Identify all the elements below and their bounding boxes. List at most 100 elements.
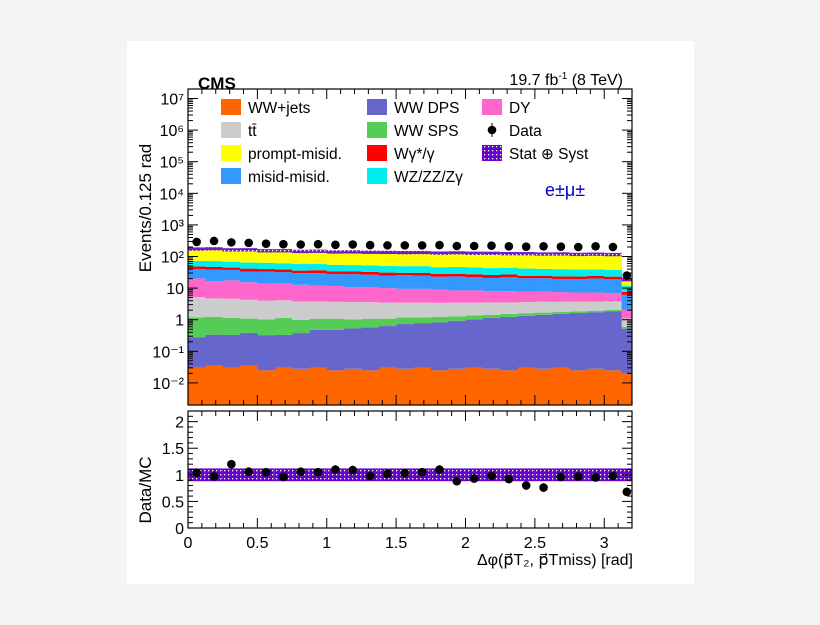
- stack-bar-w--0: [188, 266, 206, 270]
- stack-bar-ww-sps-15: [448, 316, 466, 321]
- stack-bar-ww-dps-12: [396, 324, 414, 369]
- stack-bar-dy-1: [205, 281, 224, 299]
- data-point-6: [296, 240, 306, 249]
- uncertainty-band-6: [292, 249, 310, 254]
- stack-bar-prompt-misid--18: [500, 253, 518, 268]
- stack-bar-ww-jets-20: [534, 368, 553, 405]
- stack-bar-tt--8: [326, 301, 345, 319]
- stack-bar-dy-25: [621, 309, 633, 319]
- stack-bar-ww-dps-14: [430, 322, 449, 371]
- stack-bar-tt--23: [586, 301, 605, 311]
- uncertainty-band-11: [378, 250, 397, 255]
- uncertainty-band-3: [240, 248, 258, 252]
- lumi-label: 19.7 fb-1 (8 TeV): [509, 71, 623, 89]
- stack-bar-w--7: [309, 270, 328, 274]
- stack-bar-ww-sps-1: [205, 316, 224, 335]
- stack-bar-dy-11: [378, 288, 397, 303]
- stack-bar-ww-jets-8: [326, 370, 345, 405]
- ratio-point-17: [487, 471, 496, 481]
- stack-bar-dy-24: [604, 292, 622, 302]
- data-point-18: [504, 242, 514, 251]
- stack-bar-ww-sps-18: [500, 313, 518, 317]
- stack-bar-ww-dps-11: [378, 326, 397, 368]
- stack-bar-ww-sps-10: [361, 318, 380, 328]
- uncertainty-band-5: [274, 249, 293, 253]
- stack-bar-prompt-misid--25: [621, 279, 633, 287]
- data-point-13: [417, 241, 427, 250]
- stack-bar-ww-dps-19: [517, 315, 536, 368]
- stack-bar-wz-zz-z--13: [413, 266, 432, 273]
- uncertainty-band-18: [500, 252, 518, 256]
- uncertainty-band-19: [517, 252, 535, 256]
- stack-bar-tt--13: [413, 302, 432, 318]
- stack-bar-ww-dps-13: [413, 323, 432, 368]
- stack-bar-w--15: [448, 273, 466, 277]
- ratio-point-2: [227, 459, 236, 469]
- stack-bar-ww-dps-16: [465, 319, 484, 368]
- stack-bar-tt--18: [500, 302, 518, 314]
- stack-bar-tt--20: [534, 301, 553, 313]
- stack-bar-prompt-misid--7: [309, 251, 328, 265]
- stack-bar-ww-jets-11: [378, 367, 397, 405]
- stack-bar-tt--6: [292, 301, 310, 321]
- stack-bar-wz-zz-z--0: [188, 260, 206, 267]
- y-tick-label-9: 10⁻²: [152, 376, 184, 393]
- stack-bar-wz-zz-z--2: [222, 261, 241, 268]
- stack-bar-wz-zz-z--24: [604, 269, 622, 277]
- legend-w--swatch: [367, 145, 387, 161]
- ratio-point-11: [383, 469, 392, 479]
- stack-bar-dy-4: [257, 283, 276, 301]
- stack-bar-ww-sps-23: [586, 310, 605, 313]
- stack-bar-misid-misid--13: [413, 275, 432, 289]
- lumi-value: 19.7 fb: [509, 72, 558, 89]
- stack-bar-ww-sps-12: [396, 317, 414, 325]
- ratio-band-2: [222, 468, 241, 482]
- stack-bar-ww-sps-17: [482, 314, 501, 319]
- data-point-16: [469, 241, 479, 251]
- stack-bar-dy-16: [465, 290, 484, 303]
- stack-bar-prompt-misid--1: [205, 248, 224, 262]
- channel-label: e±μ±: [545, 180, 585, 200]
- stack-bar-tt--25: [621, 318, 633, 327]
- stack-bar-w--3: [240, 268, 258, 272]
- stack-bar-w--8: [326, 271, 345, 275]
- uncertainty-band-16: [465, 251, 483, 255]
- x-tick-label-0: 0: [184, 535, 193, 552]
- y-tick-label-6: 10: [166, 281, 184, 298]
- uncertainty-band-15: [448, 251, 466, 255]
- y-axis-title: Events/0.125 rad: [136, 144, 155, 273]
- stack-bar-ww-jets-10: [361, 370, 380, 405]
- uncertainty-band-4: [257, 249, 275, 253]
- legend-prompt-misid--label: prompt-misid.: [248, 146, 342, 163]
- stack-bar-w--2: [222, 267, 241, 270]
- stack-bar-wz-zz-z--9: [344, 265, 362, 272]
- ratio-band-15: [448, 468, 466, 482]
- ratio-point-5: [279, 472, 288, 482]
- data-point-19: [521, 242, 531, 251]
- ratio-point-8: [331, 465, 340, 474]
- ratio-point-19: [521, 481, 531, 490]
- stack-bar-wz-zz-z--10: [361, 265, 380, 272]
- stack-bar-misid-misid--25: [621, 294, 633, 310]
- stack-bar-ww-sps-20: [534, 312, 553, 315]
- stack-bar-ww-sps-2: [222, 318, 241, 335]
- stack-bar-prompt-misid--20: [534, 253, 553, 269]
- stack-bar-ww-jets-2: [222, 367, 241, 405]
- uncertainty-band-9: [344, 250, 362, 254]
- stack-bar-dy-17: [482, 291, 501, 303]
- uncertainty-band-24: [604, 252, 622, 257]
- stack-bar-ww-dps-24: [604, 311, 622, 371]
- stack-bar-ww-sps-21: [552, 311, 570, 314]
- stack-bar-ww-jets-4: [257, 370, 276, 405]
- legend-stat-syst-label: Stat ⊕ Syst: [509, 146, 589, 163]
- uncertainty-band-8: [326, 250, 345, 254]
- uncertainty-band-12: [396, 250, 414, 255]
- stack-bar-w--24: [604, 276, 622, 280]
- stack-bar-misid-misid--15: [448, 276, 466, 291]
- stack-bar-wz-zz-z--25: [621, 286, 633, 292]
- stack-bar-misid-misid--19: [517, 278, 536, 292]
- lumi-exponent: -1: [558, 71, 567, 82]
- stack-bar-dy-23: [586, 292, 605, 302]
- stack-bar-prompt-misid--13: [413, 252, 432, 267]
